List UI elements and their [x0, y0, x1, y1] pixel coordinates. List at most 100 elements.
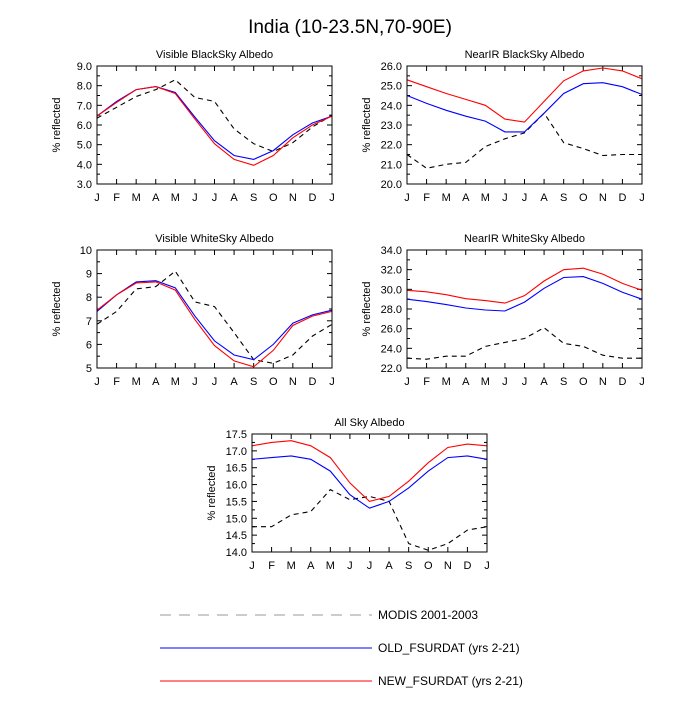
x-tick-label: A [540, 376, 548, 388]
x-tick-label: F [113, 376, 120, 388]
y-tick-label: 15.5 [226, 496, 247, 508]
x-tick-label: J [212, 376, 218, 388]
x-tick-label: S [405, 560, 412, 572]
x-tick-label: A [462, 192, 470, 204]
x-tick-label: A [152, 192, 160, 204]
series-new-fsurdat [251, 440, 488, 503]
legend-item: MODIS 2001-2003 [160, 608, 478, 622]
panel-title: NearIR WhiteSky Albedo [464, 233, 585, 245]
y-tick-label: 10 [80, 245, 92, 257]
y-tick-label: 8.0 [77, 81, 92, 93]
x-tick-label: O [579, 376, 588, 388]
y-tick-label: 3.0 [77, 179, 92, 191]
series-old-fsurdat [406, 276, 643, 312]
panel-title: Visible BlackSky Albedo [156, 49, 273, 61]
x-tick-label: A [230, 192, 238, 204]
chart-panel-4: NearIR WhiteSky Albedo % reflected 22.0 24.… [361, 233, 645, 388]
figure-title: India (10-23.5N,70-90E) [248, 17, 452, 38]
y-tick-label: 8 [86, 292, 92, 304]
x-tick-label: J [639, 376, 645, 388]
x-tick-label: J [522, 376, 528, 388]
x-tick-label: S [250, 376, 257, 388]
x-tick-label: J [639, 192, 645, 204]
y-tick-label: 5 [86, 363, 92, 375]
panel-title: All Sky Albedo [334, 417, 404, 429]
x-tick-label: D [463, 560, 471, 572]
x-tick-label: J [522, 192, 528, 204]
x-tick-label: M [481, 192, 490, 204]
x-tick-label: J [212, 192, 218, 204]
y-tick-label: 6 [86, 339, 92, 351]
y-tick-label: 17.0 [226, 446, 247, 458]
x-tick-label: J [329, 376, 335, 388]
x-tick-label: J [249, 560, 255, 572]
x-tick-label: J [192, 192, 198, 204]
x-tick-label: O [269, 376, 278, 388]
legend: MODIS 2001-2003 OLD_FSURDAT (yrs 2-21) NEW… [160, 608, 523, 688]
y-tick-label: 28.0 [381, 304, 402, 316]
x-tick-label: N [289, 376, 297, 388]
x-tick-label: N [599, 376, 607, 388]
legend-label: NEW_FSURDAT (yrs 2-21) [378, 674, 523, 688]
x-tick-label: J [329, 192, 335, 204]
y-tick-label: 22.0 [381, 140, 402, 152]
y-tick-label: 16.5 [226, 463, 247, 475]
series-new-fsurdat [406, 67, 643, 123]
x-tick-label: J [94, 376, 100, 388]
y-tick-label: 9.0 [77, 61, 92, 73]
y-tick-label: 34.0 [381, 245, 402, 257]
x-tick-label: M [132, 376, 141, 388]
x-tick-label: J [502, 192, 508, 204]
x-tick-label: M [287, 560, 296, 572]
x-tick-label: J [367, 560, 373, 572]
x-tick-label: J [347, 560, 353, 572]
chart-panel-2: NearIR BlackSky Albedo % reflected 20.0 21.… [361, 49, 645, 204]
series-modis [406, 112, 642, 169]
y-axis-label: % reflected [361, 281, 373, 336]
x-tick-label: A [152, 376, 160, 388]
y-tick-label: 22.0 [381, 363, 402, 375]
plot-frame [96, 249, 333, 369]
x-tick-label: J [404, 192, 410, 204]
y-tick-label: 25.0 [381, 81, 402, 93]
y-tick-label: 7 [86, 316, 92, 328]
series-old-fsurdat [96, 86, 333, 160]
y-axis-label: % reflected [206, 465, 218, 520]
x-tick-label: M [171, 376, 180, 388]
x-tick-label: D [618, 376, 626, 388]
x-tick-label: N [444, 560, 452, 572]
x-tick-label: F [113, 192, 120, 204]
chart-panel-3: Visible WhiteSky Albedo % reflected 5 6 7 8 9 1… [51, 233, 335, 388]
y-tick-label: 24.0 [381, 343, 402, 355]
x-tick-label: F [423, 192, 430, 204]
x-tick-label: O [269, 192, 278, 204]
x-tick-label: D [308, 376, 316, 388]
series-modis [96, 270, 333, 364]
x-tick-label: J [502, 376, 508, 388]
y-tick-label: 24.0 [381, 100, 402, 112]
plot-frame [96, 65, 333, 185]
y-tick-label: 15.0 [226, 513, 247, 525]
chart-panel-5: All Sky Albedo % reflected 14.0 14.5 15.0 15.… [206, 417, 490, 572]
x-tick-label: D [308, 192, 316, 204]
x-tick-label: M [132, 192, 141, 204]
x-tick-label: A [385, 560, 393, 572]
panels: Visible BlackSky Albedo % reflected 3.0 4.0… [51, 49, 645, 572]
y-tick-label: 26.0 [381, 324, 402, 336]
x-tick-label: A [540, 192, 548, 204]
series-old-fsurdat [251, 455, 488, 509]
chart-panel-1: Visible BlackSky Albedo % reflected 3.0 4.0… [51, 49, 335, 204]
plot-frame [406, 65, 643, 185]
x-tick-label: J [404, 376, 410, 388]
x-tick-label: A [230, 376, 238, 388]
panel-title: Visible WhiteSky Albedo [155, 233, 273, 245]
x-tick-label: S [560, 192, 567, 204]
y-axis-label: % reflected [361, 97, 373, 152]
x-tick-label: N [289, 192, 297, 204]
legend-label: MODIS 2001-2003 [378, 608, 478, 622]
x-tick-label: J [94, 192, 100, 204]
x-tick-label: M [171, 192, 180, 204]
x-tick-label: A [462, 376, 470, 388]
legend-item: NEW_FSURDAT (yrs 2-21) [160, 674, 523, 688]
